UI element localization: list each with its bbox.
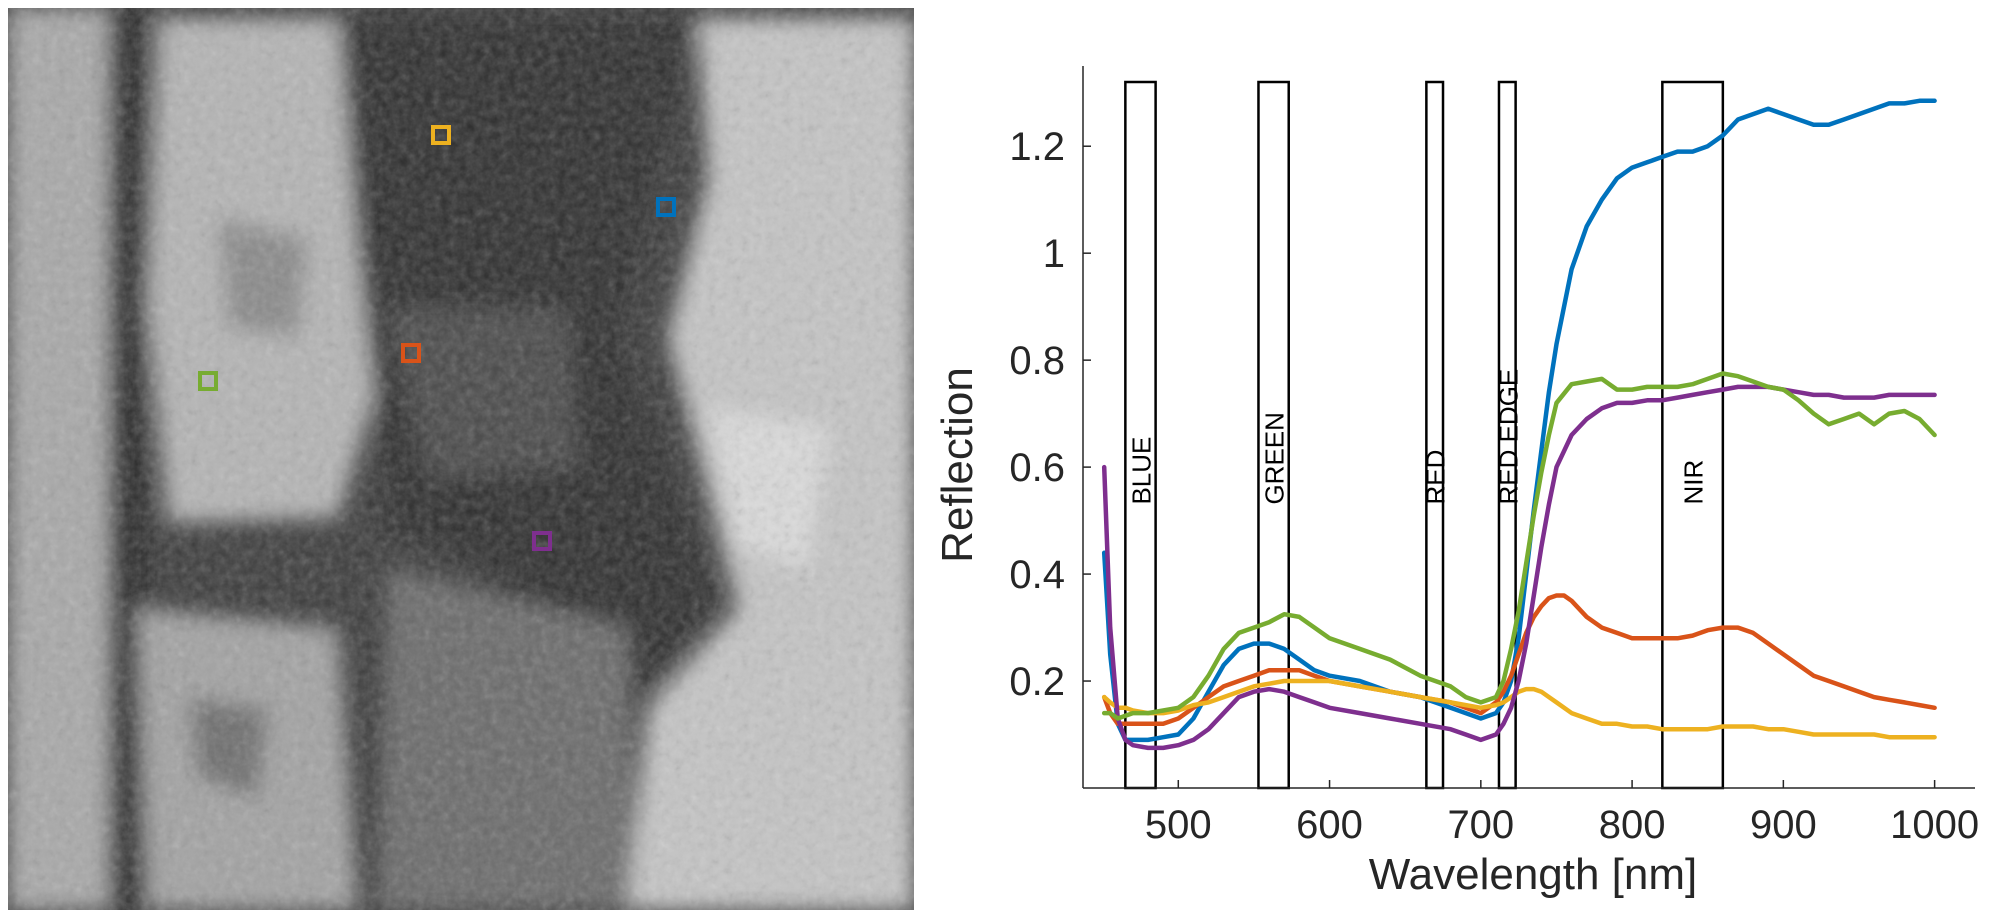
sample-marker bbox=[656, 197, 676, 217]
y-axis-label: Reflection bbox=[940, 367, 982, 563]
band-rectangles: BLUE GREEN RED RED EDGE NIR bbox=[1124, 80, 1725, 790]
x-tick-label: 500 bbox=[1145, 803, 1212, 847]
series-line bbox=[1101, 593, 1937, 727]
x-tick-label: 600 bbox=[1296, 803, 1363, 847]
y-tick-label: 0.4 bbox=[1009, 553, 1065, 597]
band-label: NIR bbox=[1679, 460, 1709, 505]
y-tick-label: 1 bbox=[1043, 232, 1065, 276]
sample-marker bbox=[532, 531, 552, 551]
band-label: RED EDGE bbox=[1493, 369, 1523, 505]
aerial-image-canvas bbox=[8, 8, 914, 910]
sample-marker bbox=[198, 371, 218, 391]
series-lines bbox=[1101, 98, 1937, 751]
chart-axes: 500 600 700 800 900 1000 0.2 0.4 0.6 0.8 1 1.2 bbox=[1009, 66, 1979, 847]
x-axis-label: Wavelength [nm] bbox=[1369, 850, 1698, 899]
series-line bbox=[1101, 384, 1937, 751]
x-tick-label: 800 bbox=[1599, 803, 1666, 847]
spectral-reflection-chart: BLUE GREEN RED RED EDGE NIR 500 600 700 800 900 1… bbox=[933, 40, 1980, 910]
x-tick-label: 1000 bbox=[1890, 803, 1979, 847]
y-tick-label: 0.2 bbox=[1009, 660, 1065, 704]
band-label: BLUE bbox=[1126, 437, 1156, 505]
sample-marker bbox=[431, 125, 451, 145]
band-label: GREEN bbox=[1260, 412, 1290, 504]
chart-canvas: BLUE GREEN RED RED EDGE NIR 500 600 700 800 900 1… bbox=[933, 66, 1979, 899]
sample-marker bbox=[401, 343, 421, 363]
y-tick-label: 0.6 bbox=[1009, 446, 1065, 490]
x-tick-label: 900 bbox=[1750, 803, 1817, 847]
series-line bbox=[1101, 371, 1937, 721]
band-blue-box bbox=[1124, 80, 1157, 790]
x-tick-label: 700 bbox=[1447, 803, 1514, 847]
y-tick-label: 0.8 bbox=[1009, 339, 1065, 383]
band-nir-box bbox=[1661, 80, 1725, 790]
band-label: RED bbox=[1421, 450, 1451, 505]
series-line bbox=[1101, 678, 1937, 740]
aerial-grayscale-image bbox=[8, 8, 914, 910]
y-tick-label: 1.2 bbox=[1009, 125, 1065, 169]
